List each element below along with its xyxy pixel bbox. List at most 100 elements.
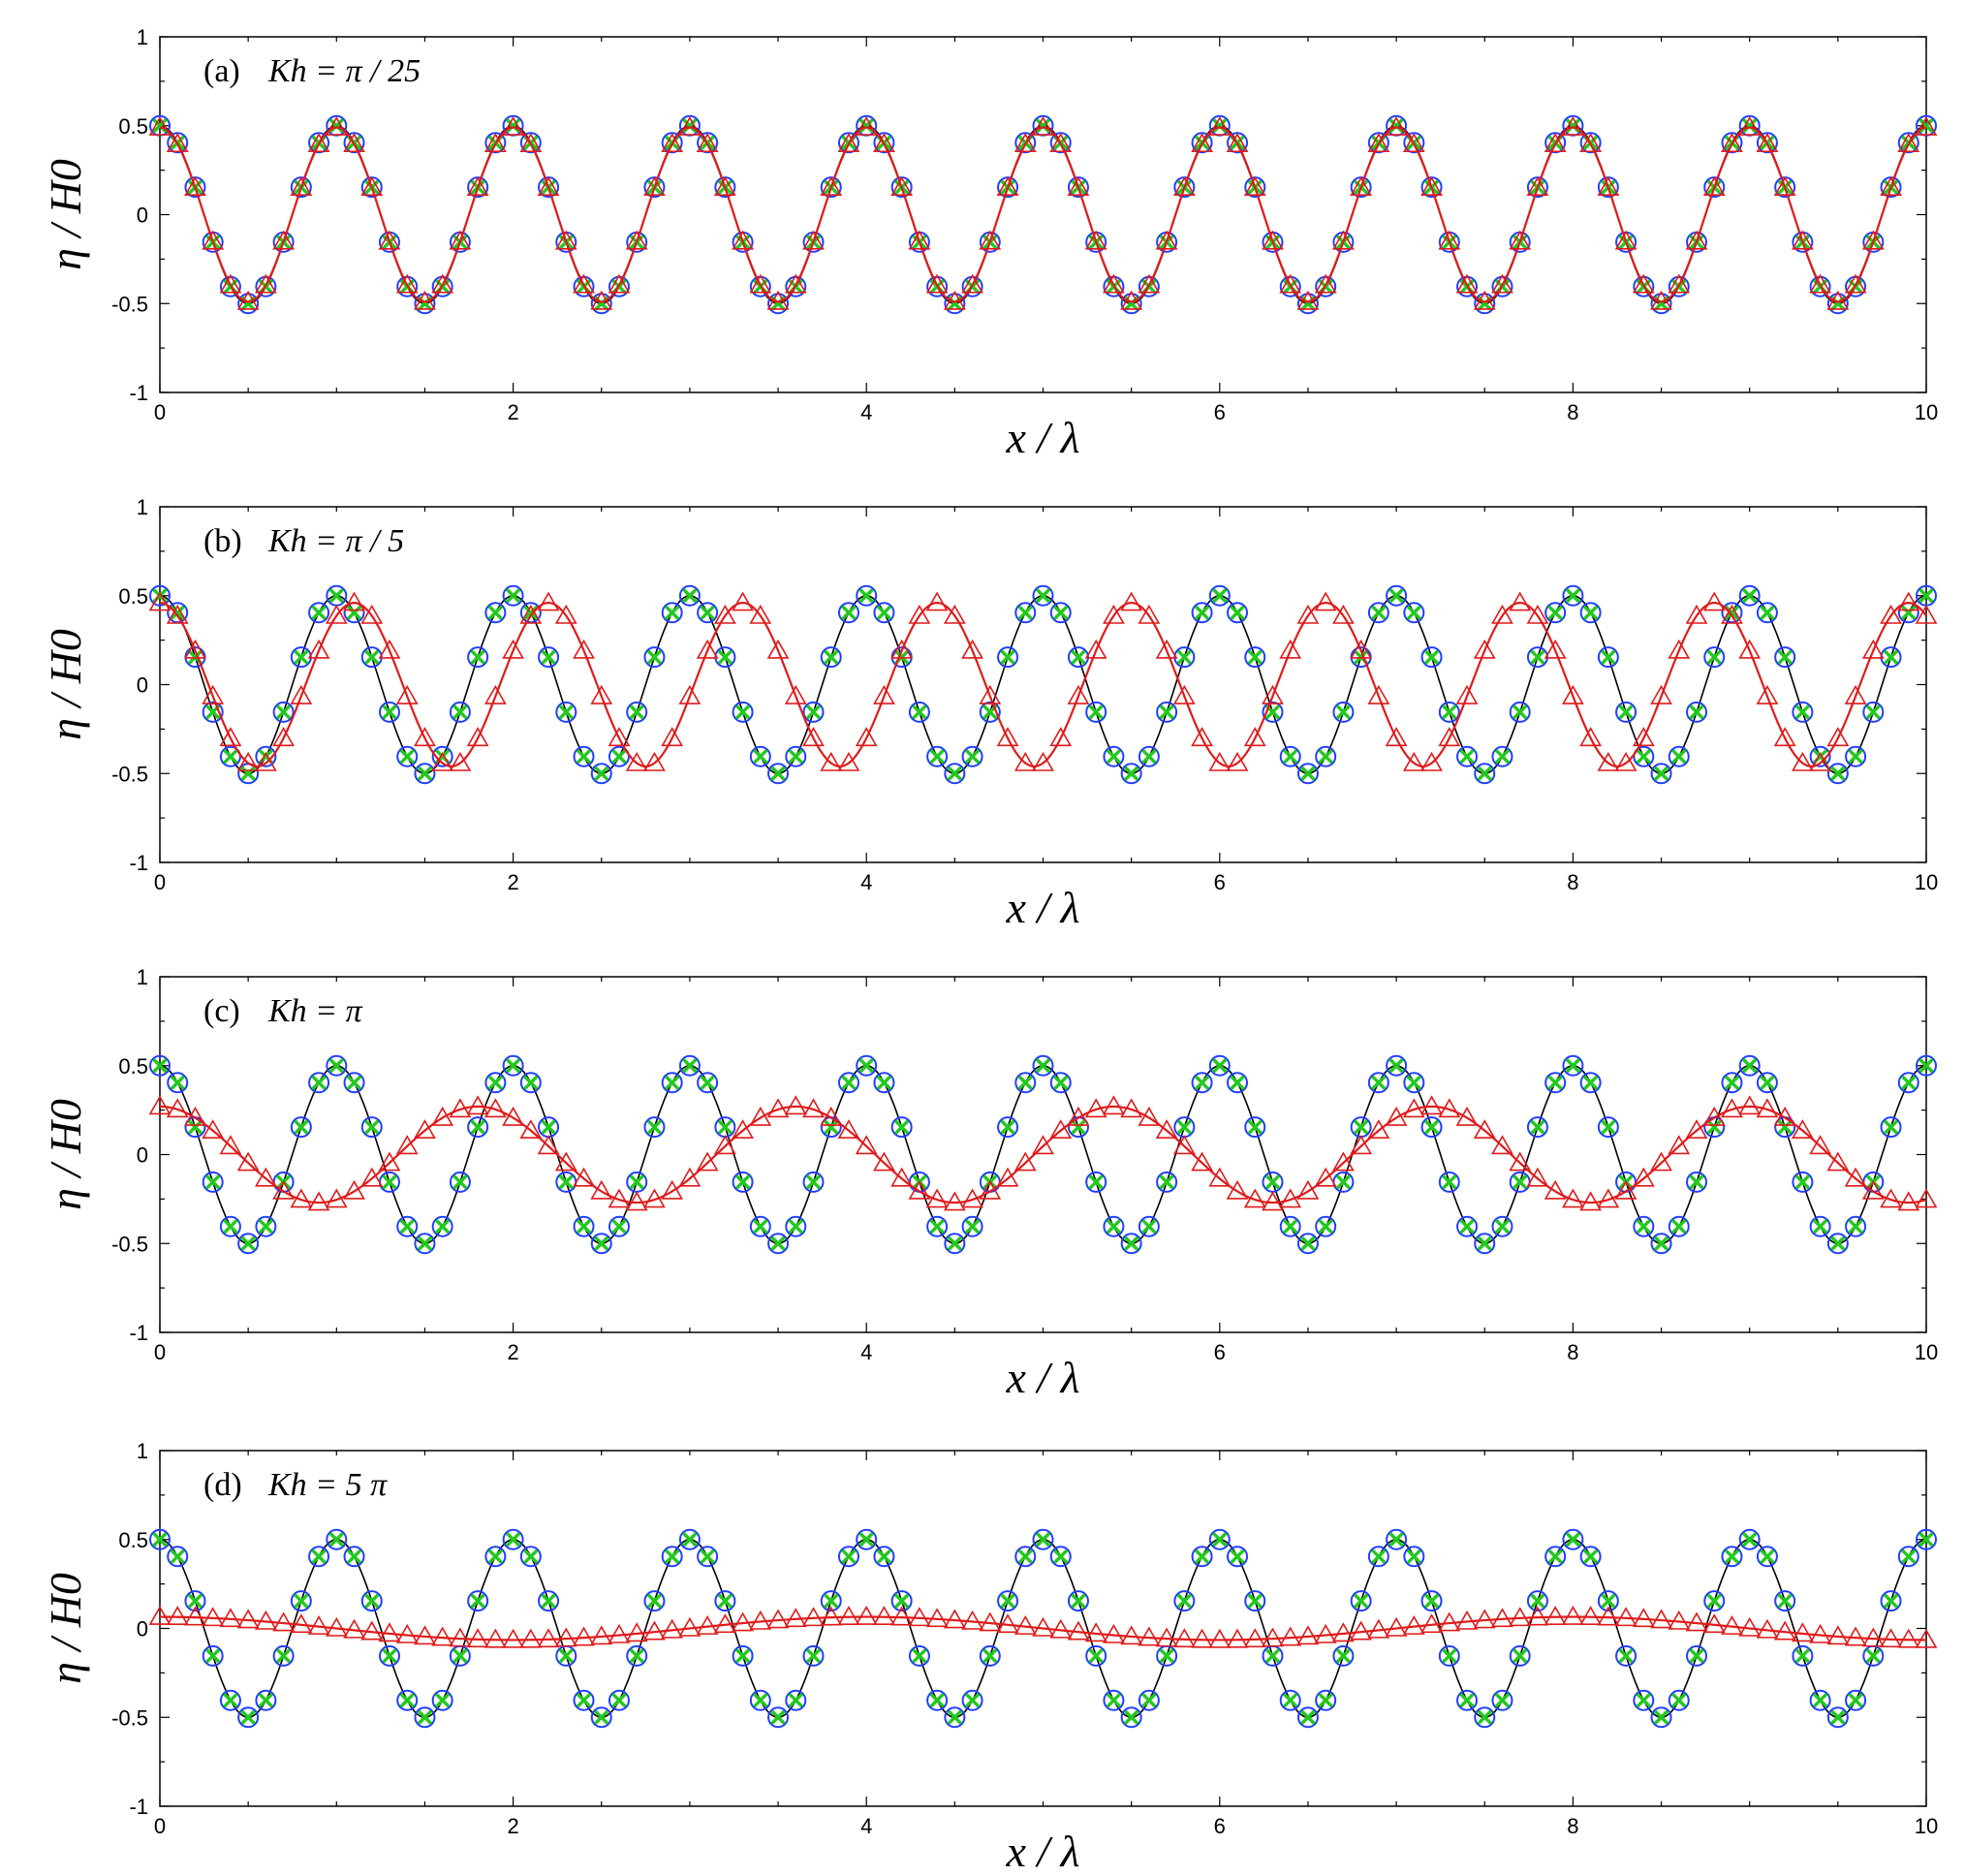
circle-marker [890, 1590, 913, 1612]
x-marker [417, 1709, 433, 1725]
circle-marker [997, 1590, 1019, 1612]
circle-marker [1738, 1528, 1761, 1550]
circle-marker [1615, 701, 1638, 723]
y-tick-label: 1 [137, 495, 148, 519]
circle-marker [1032, 584, 1054, 607]
x-tick-label: 4 [860, 400, 872, 424]
triangle-marker [166, 604, 189, 624]
y-tick-label: -1 [129, 381, 148, 405]
triangle-marker [625, 230, 648, 250]
x-tick-label: 8 [1567, 1340, 1578, 1364]
circle-marker [873, 1546, 895, 1568]
triangle-marker [837, 751, 860, 771]
x-marker [1760, 1548, 1775, 1564]
x-marker [1371, 1075, 1387, 1090]
circle-marker [1579, 1546, 1602, 1568]
x-marker [434, 1693, 451, 1708]
x-marker [487, 1548, 504, 1564]
x-marker [664, 1548, 680, 1564]
triangle-marker [483, 684, 507, 704]
x-marker [541, 1119, 556, 1135]
triangle-marker [1738, 639, 1762, 659]
x-marker [1335, 1174, 1352, 1190]
triangle-marker [1509, 1151, 1532, 1172]
circle-marker [1350, 1590, 1372, 1612]
x-marker [1371, 1548, 1387, 1564]
x-marker [629, 1648, 644, 1664]
triangle-marker [1880, 176, 1902, 197]
triangle-marker [979, 230, 1002, 250]
x-marker [1335, 1648, 1352, 1664]
triangle-marker [1420, 176, 1443, 197]
circle-marker [1615, 1644, 1638, 1667]
y-tick-label: 0 [137, 673, 148, 698]
triangle-marker [1509, 591, 1532, 611]
circle-marker [1880, 1590, 1902, 1612]
triangle-marker [1208, 751, 1232, 771]
triangle-marker [661, 1179, 684, 1200]
triangle-marker [1103, 1095, 1125, 1115]
x-marker [947, 1235, 963, 1251]
triangle-marker [1296, 604, 1320, 624]
circle-marker [326, 1054, 348, 1077]
x-marker [770, 1235, 786, 1251]
triangle-marker [466, 176, 489, 197]
x-marker [1071, 1119, 1086, 1135]
triangle-marker [1084, 230, 1107, 250]
circle-marker [837, 1072, 859, 1094]
circle-marker [1826, 293, 1849, 315]
x-marker [1883, 1119, 1899, 1135]
x-marker [275, 704, 292, 720]
triangle-marker [1262, 684, 1284, 704]
circle-marker [926, 1689, 949, 1711]
triangle-marker [1032, 1135, 1054, 1155]
circle-marker [1826, 763, 1849, 785]
x-marker [1106, 1693, 1122, 1708]
circle-marker [1227, 1546, 1249, 1568]
circle-marker [502, 584, 524, 607]
triangle-marker [1191, 133, 1213, 153]
circle-marker [519, 1072, 542, 1094]
x-marker [1053, 1075, 1069, 1090]
y-tick-label: 1 [137, 965, 148, 989]
triangle-marker [732, 591, 754, 611]
triangle-marker [943, 604, 966, 624]
x-marker [947, 766, 963, 781]
triangle-marker [272, 727, 295, 747]
circle-marker [697, 602, 719, 624]
series-circle-markers [149, 1054, 1937, 1255]
triangle-marker [1296, 1179, 1320, 1200]
triangle-marker [1597, 1188, 1620, 1208]
circle-marker [396, 745, 419, 767]
x-marker [1601, 1119, 1616, 1135]
triangle-marker [1191, 1628, 1213, 1648]
x-marker [1530, 649, 1545, 665]
circle-marker [1474, 1233, 1496, 1255]
triangle-marker [573, 273, 595, 294]
x-marker [294, 1593, 309, 1609]
x-marker [929, 749, 945, 765]
panel-label: (c) [203, 993, 240, 1029]
y-axis-label: η / H0 [41, 1573, 90, 1684]
triangle-marker [1721, 133, 1743, 153]
circle-marker [1845, 1689, 1867, 1711]
triangle-marker [661, 133, 684, 153]
x-marker [1247, 1593, 1263, 1609]
triangle-marker [1191, 727, 1213, 747]
triangle-marker [1897, 591, 1920, 611]
circle-marker [908, 1644, 930, 1667]
triangle-marker [1738, 115, 1762, 136]
triangle-marker [148, 1605, 172, 1625]
circle-marker [484, 1072, 507, 1094]
triangle-marker [307, 639, 330, 659]
triangle-marker [431, 273, 454, 294]
triangle-marker [502, 115, 524, 136]
circle-marker [449, 701, 471, 723]
triangle-marker [502, 639, 524, 659]
x-tick-label: 2 [507, 1340, 518, 1364]
triangle-marker [166, 1606, 189, 1626]
circle-marker [1456, 745, 1479, 767]
x-marker [223, 1219, 238, 1235]
circle-marker [1032, 1528, 1054, 1550]
x-marker [1513, 704, 1528, 720]
